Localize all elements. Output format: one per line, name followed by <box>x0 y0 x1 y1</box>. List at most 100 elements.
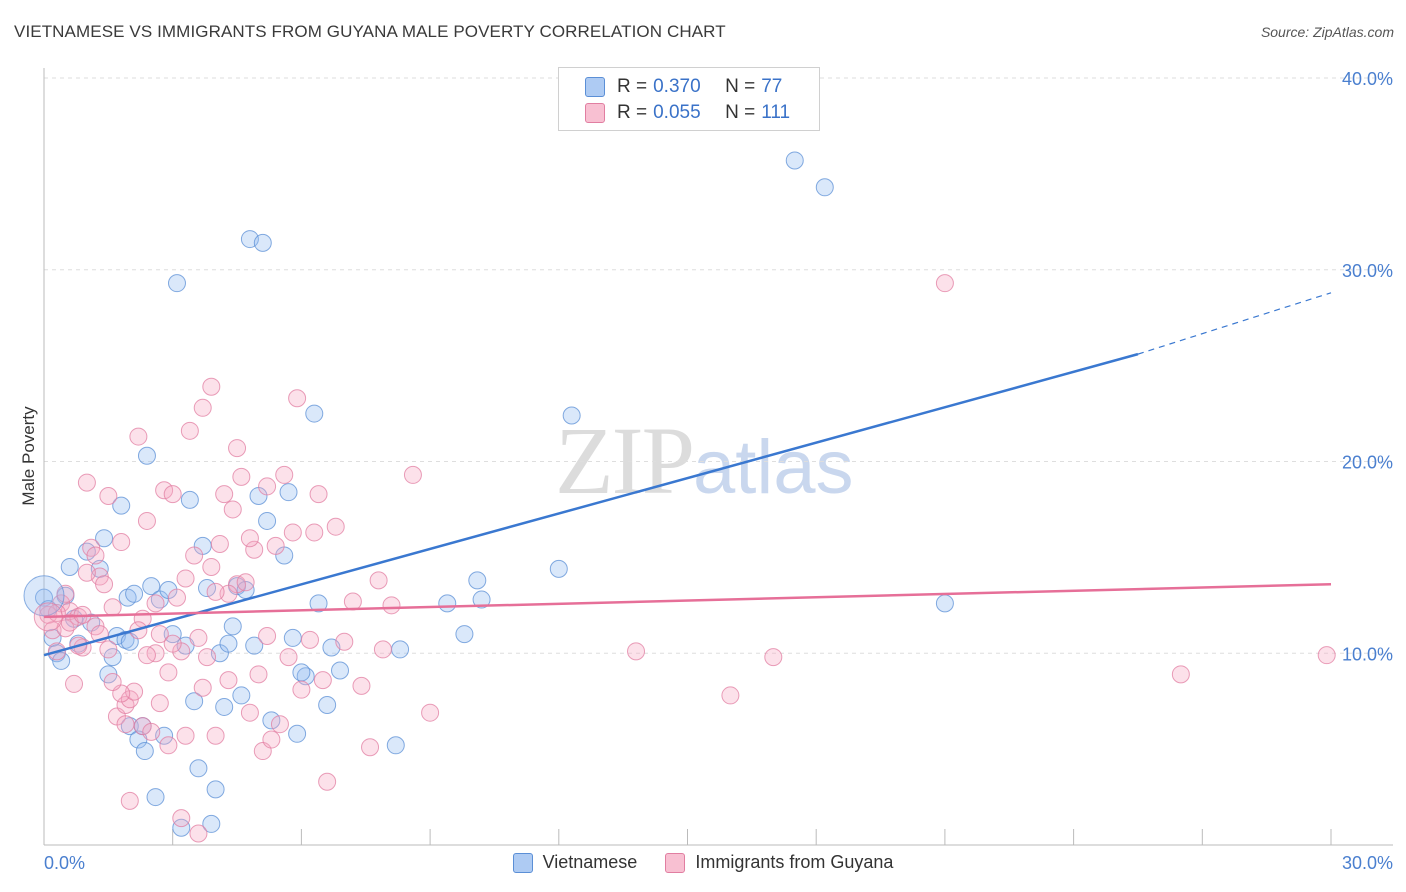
data-point-vietnamese <box>167 274 186 293</box>
data-point-guyana <box>326 517 345 536</box>
legend-n-value: 111 <box>761 102 791 123</box>
data-point-vietnamese <box>198 579 217 598</box>
y-tick-label: 10.0% <box>1342 644 1393 664</box>
data-point-guyana <box>335 632 354 651</box>
data-point-guyana <box>1171 665 1190 684</box>
data-point-guyana <box>279 648 298 667</box>
data-point-vietnamese <box>219 634 238 653</box>
data-point-guyana <box>309 485 328 504</box>
data-point-guyana <box>288 389 307 408</box>
series-swatch-guyana <box>665 852 686 873</box>
y-tick-label: 40.0% <box>1342 69 1393 89</box>
data-point-vietnamese <box>935 594 954 613</box>
legend-n-label: N = <box>725 102 756 123</box>
data-point-guyana <box>137 646 156 665</box>
data-point-guyana <box>283 523 302 542</box>
series-legend-vietnamese[interactable]: Vietnamese <box>512 852 638 873</box>
data-point-guyana <box>210 534 229 553</box>
correlation-legend: R = 0.370 N = 77 R = 0.055 N = 111 <box>558 67 820 131</box>
data-point-guyana <box>137 511 156 530</box>
data-point-guyana <box>163 634 182 653</box>
data-point-vietnamese <box>785 151 804 170</box>
data-point-guyana <box>935 274 954 293</box>
data-point-guyana <box>262 730 281 749</box>
data-point-guyana <box>240 703 259 722</box>
data-point-vietnamese <box>135 742 154 761</box>
x-tick-label-end: 30.0% <box>1342 853 1393 873</box>
data-point-guyana <box>228 439 247 458</box>
data-point-vietnamese <box>549 559 568 578</box>
data-point-guyana <box>150 694 169 713</box>
data-point-vietnamese <box>253 233 272 252</box>
trend-line-extension <box>1137 292 1332 355</box>
data-point-guyana <box>373 640 392 659</box>
data-point-guyana <box>77 473 96 492</box>
data-point-vietnamese <box>309 594 328 613</box>
series-legend-guyana[interactable]: Immigrants from Guyana <box>665 852 893 873</box>
data-point-vietnamese <box>288 724 307 743</box>
data-point-guyana <box>219 671 238 690</box>
chart-title: VIETNAMESE VS IMMIGRANTS FROM GUYANA MAL… <box>14 22 726 41</box>
data-point-guyana <box>313 671 332 690</box>
data-point-guyana <box>202 557 221 576</box>
data-point-guyana <box>176 569 195 588</box>
data-point-vietnamese <box>163 625 182 644</box>
data-point-guyana <box>77 563 96 582</box>
series-label-vietnamese: Vietnamese <box>542 852 638 872</box>
legend-row-vietnamese: R = 0.370 N = 77 <box>585 75 782 99</box>
data-point-guyana <box>180 421 199 440</box>
data-point-vietnamese <box>279 483 298 502</box>
data-point-guyana <box>352 676 371 695</box>
data-point-guyana <box>112 533 131 552</box>
data-point-guyana <box>300 630 319 649</box>
legend-swatch-guyana <box>585 103 605 123</box>
data-point-vietnamese <box>815 178 834 197</box>
data-point-guyana <box>95 575 114 594</box>
data-point-guyana <box>116 715 135 734</box>
legend-n-value: 77 <box>761 76 783 97</box>
data-point-guyana <box>206 726 225 745</box>
trend-line-guyana <box>43 582 1332 619</box>
data-point-guyana <box>142 722 161 741</box>
legend-row-guyana: R = 0.055 N = 111 <box>585 101 790 125</box>
data-point-vietnamese <box>223 617 242 636</box>
data-point-guyana <box>150 625 169 644</box>
data-point-vietnamese <box>391 640 410 659</box>
data-point-guyana <box>721 686 740 705</box>
data-point-guyana <box>120 791 139 810</box>
data-point-vietnamese <box>283 628 302 647</box>
data-point-guyana <box>764 648 783 667</box>
data-point-vietnamese <box>202 814 221 833</box>
data-point-vietnamese <box>262 711 281 730</box>
data-point-vietnamese <box>292 663 311 682</box>
data-point-guyana <box>103 673 122 692</box>
data-point-vietnamese <box>35 588 53 607</box>
legend-r-value: 0.055 <box>653 102 701 123</box>
data-point-guyana <box>627 642 646 661</box>
data-point-vietnamese <box>438 594 457 613</box>
data-point-vietnamese <box>185 692 204 711</box>
series-swatch-vietnamese <box>512 852 533 873</box>
data-point-vietnamese <box>125 584 144 603</box>
data-point-vietnamese <box>245 636 264 655</box>
y-axis-label: Male Poverty <box>19 406 38 506</box>
data-point-guyana <box>99 487 118 506</box>
data-point-guyana <box>249 665 268 684</box>
data-point-guyana <box>56 584 75 603</box>
data-point-guyana <box>202 377 221 396</box>
data-point-vietnamese <box>562 406 581 425</box>
data-point-vietnamese <box>215 697 234 716</box>
data-point-guyana <box>361 738 380 757</box>
data-point-vietnamese <box>232 686 251 705</box>
data-point-guyana <box>1317 646 1336 665</box>
data-point-guyana <box>215 485 234 504</box>
data-point-guyana <box>159 736 178 755</box>
source-credit: Source: ZipAtlas.com <box>1260 24 1394 40</box>
x-tick-label-start: 0.0% <box>44 853 85 873</box>
legend-r-label: R = <box>617 102 648 123</box>
data-point-vietnamese <box>60 557 79 576</box>
data-point-vietnamese <box>52 651 71 670</box>
data-point-guyana <box>172 809 191 828</box>
y-tick-label: 30.0% <box>1342 261 1393 281</box>
